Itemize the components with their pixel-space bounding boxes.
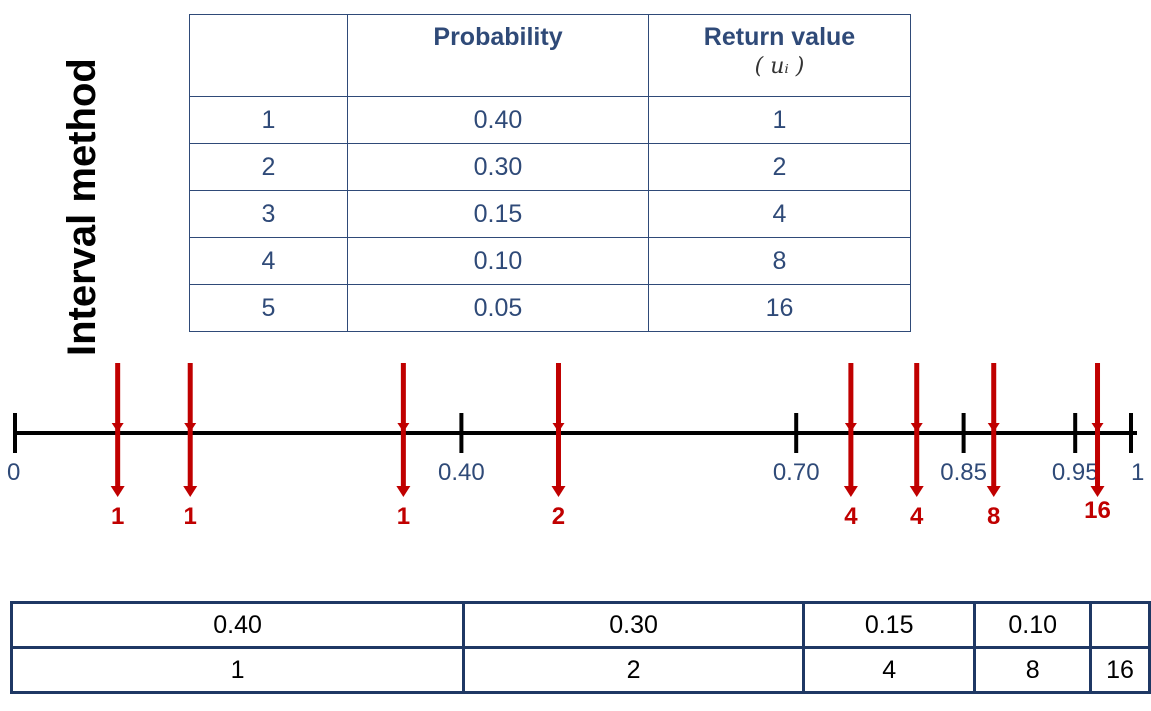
interval-axis: 0 0.40 0.70 0.85 0.95 1 1 1 1 2 4 4 8 16 (7, 363, 1144, 530)
sample-arrowhead (111, 423, 124, 432)
bar-value-cell: 16 (1089, 646, 1151, 694)
bar-probability-cell (1089, 601, 1151, 649)
row-index-cell: 3 (189, 190, 348, 238)
sample-arrowhead (843, 486, 858, 497)
row-value-cell: 4 (648, 190, 911, 238)
axis-tick-label: 0.70 (773, 459, 820, 486)
bar-probability-cell: 0.30 (462, 601, 805, 649)
row-probability-cell: 0.15 (347, 190, 649, 238)
vertical-title: Interval method (60, 58, 104, 356)
probability-table: Probability Return value ( uᵢ ) 1 0.40 1 2 0… (189, 14, 911, 332)
sample-label: 4 (844, 503, 858, 530)
table-row: 2 0.30 2 (189, 143, 911, 191)
sample-arrowhead (110, 486, 125, 497)
table-header-row: Probability Return value ( uᵢ ) (189, 14, 911, 97)
sample-arrowhead (910, 423, 923, 432)
row-value-cell: 2 (648, 143, 911, 191)
bar-probability-cell: 0.10 (973, 601, 1093, 649)
axis-tick-label: 0 (7, 459, 20, 486)
sample-label: 4 (910, 503, 924, 530)
row-value-cell: 16 (648, 284, 911, 332)
row-index-cell: 2 (189, 143, 348, 191)
bar-value-cell: 2 (462, 646, 805, 694)
bar-value-cell: 8 (973, 646, 1093, 694)
axis-tick-label: 0.85 (940, 459, 987, 486)
row-value-cell: 8 (648, 237, 911, 285)
table-row: 4 0.10 8 (189, 237, 911, 285)
sample-arrowhead (844, 423, 857, 432)
row-value-cell: 1 (648, 96, 911, 144)
axis-tick-label: 1 (1131, 459, 1144, 486)
sample-arrowhead (551, 486, 566, 497)
interval-bar: 0.40 0.30 0.15 0.10 1 2 4 8 16 (9, 601, 1151, 694)
bar-probability-row: 0.40 0.30 0.15 0.10 (9, 601, 1151, 649)
header-index (189, 14, 348, 97)
header-sub-ui: ( uᵢ ) (754, 54, 805, 79)
row-probability-cell: 0.05 (347, 284, 649, 332)
row-index-cell: 5 (189, 284, 348, 332)
sample-arrowhead (552, 423, 565, 432)
bar-value-cell: 1 (9, 646, 466, 694)
sample-arrowhead (396, 486, 411, 497)
bar-probability-cell: 0.15 (801, 601, 977, 649)
sample-label: 2 (552, 503, 565, 530)
sample-label: 16 (1084, 497, 1111, 524)
sample-arrowhead (397, 423, 410, 432)
sample-label: 1 (184, 503, 197, 530)
row-probability-cell: 0.30 (347, 143, 649, 191)
sample-arrowhead (909, 486, 924, 497)
sample-arrowhead (183, 486, 198, 497)
bar-value-row: 1 2 4 8 16 (9, 646, 1151, 694)
sample-arrowhead (986, 486, 1001, 497)
sample-arrowhead (1090, 486, 1105, 497)
bar-probability-cell: 0.40 (9, 601, 466, 649)
header-probability: Probability (347, 14, 649, 97)
row-index-cell: 4 (189, 237, 348, 285)
sample-label: 1 (111, 503, 124, 530)
row-probability-cell: 0.40 (347, 96, 649, 144)
header-return-value: Return value ( uᵢ ) (648, 14, 911, 97)
row-index-cell: 1 (189, 96, 348, 144)
sample-label: 8 (987, 503, 1000, 530)
axis-tick-label: 0.95 (1052, 459, 1099, 486)
axis-tick-label: 0.40 (438, 459, 485, 486)
table-row: 1 0.40 1 (189, 96, 911, 144)
bar-value-cell: 4 (801, 646, 977, 694)
sample-label: 1 (397, 503, 410, 530)
table-row: 3 0.15 4 (189, 190, 911, 238)
table-row: 5 0.05 16 (189, 284, 911, 332)
sample-arrowhead (1091, 423, 1104, 432)
sample-arrowhead (184, 423, 197, 432)
row-probability-cell: 0.10 (347, 237, 649, 285)
sample-arrowhead (987, 423, 1000, 432)
